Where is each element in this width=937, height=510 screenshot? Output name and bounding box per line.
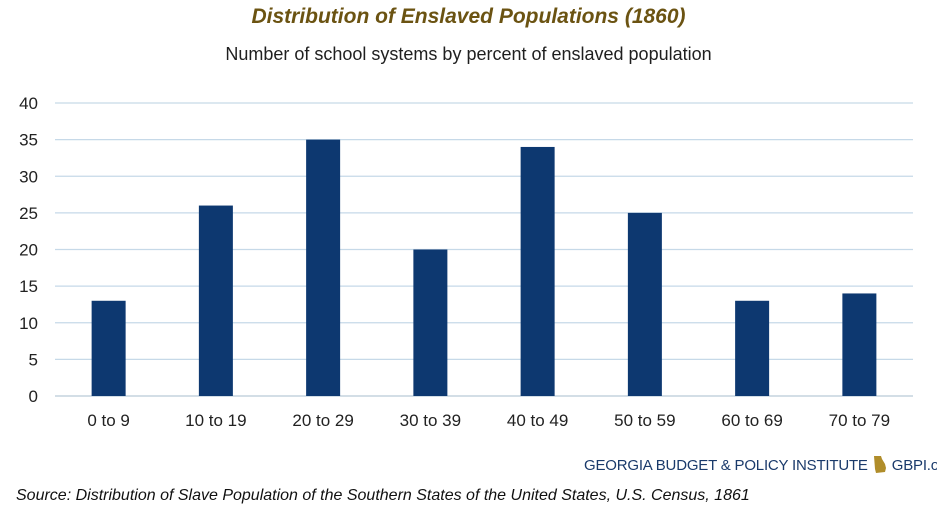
y-axis-ticks: 0 5 10 15 20 25 30 35 40 xyxy=(19,94,38,406)
gbpi-url: GBPI.org xyxy=(891,456,937,474)
x-tick-label: 50 to 59 xyxy=(614,411,675,430)
y-tick-label: 40 xyxy=(19,94,38,113)
bar xyxy=(91,300,126,396)
x-tick-label: 20 to 29 xyxy=(292,411,353,430)
y-tick-label: 0 xyxy=(29,387,38,406)
y-tick-label: 10 xyxy=(19,314,38,333)
bar xyxy=(735,300,770,396)
gbpi-org-name: GEORGIA BUDGET & POLICY INSTITUTE xyxy=(584,456,868,474)
y-tick-label: 30 xyxy=(19,167,38,186)
chart-subtitle: Number of school systems by percent of e… xyxy=(225,44,712,64)
y-tick-label: 35 xyxy=(19,131,38,150)
georgia-state-icon xyxy=(873,456,886,473)
y-tick-label: 15 xyxy=(19,277,38,296)
bar xyxy=(842,293,877,396)
source-note: Source: Distribution of Slave Population… xyxy=(16,487,750,504)
bar-chart: 0 5 10 15 20 25 30 35 40 0 to 9 10 to 19 20 to 29 3… xyxy=(19,94,913,430)
y-tick-label: 5 xyxy=(29,350,38,369)
gbpi-branding: GEORGIA BUDGET & POLICY INSTITUTE GBPI.o… xyxy=(584,455,937,475)
x-tick-label: 10 to 19 xyxy=(185,411,246,430)
bars xyxy=(91,139,877,396)
bar xyxy=(520,146,555,396)
x-tick-label: 60 to 69 xyxy=(721,411,782,430)
gridlines xyxy=(55,102,913,397)
x-tick-label: 0 to 9 xyxy=(87,411,130,430)
x-tick-label: 70 to 79 xyxy=(829,411,890,430)
x-tick-label: 30 to 39 xyxy=(400,411,461,430)
bar xyxy=(306,139,341,396)
bar xyxy=(627,212,662,396)
bar xyxy=(198,205,233,396)
x-tick-label: 40 to 49 xyxy=(507,411,568,430)
chart-title: Distribution of Enslaved Populations (18… xyxy=(251,5,686,28)
bar xyxy=(413,249,448,396)
y-tick-label: 20 xyxy=(19,241,38,260)
y-tick-label: 25 xyxy=(19,204,38,223)
x-axis-ticks: 0 to 9 10 to 19 20 to 29 30 to 39 40 to 49 50… xyxy=(87,411,890,430)
